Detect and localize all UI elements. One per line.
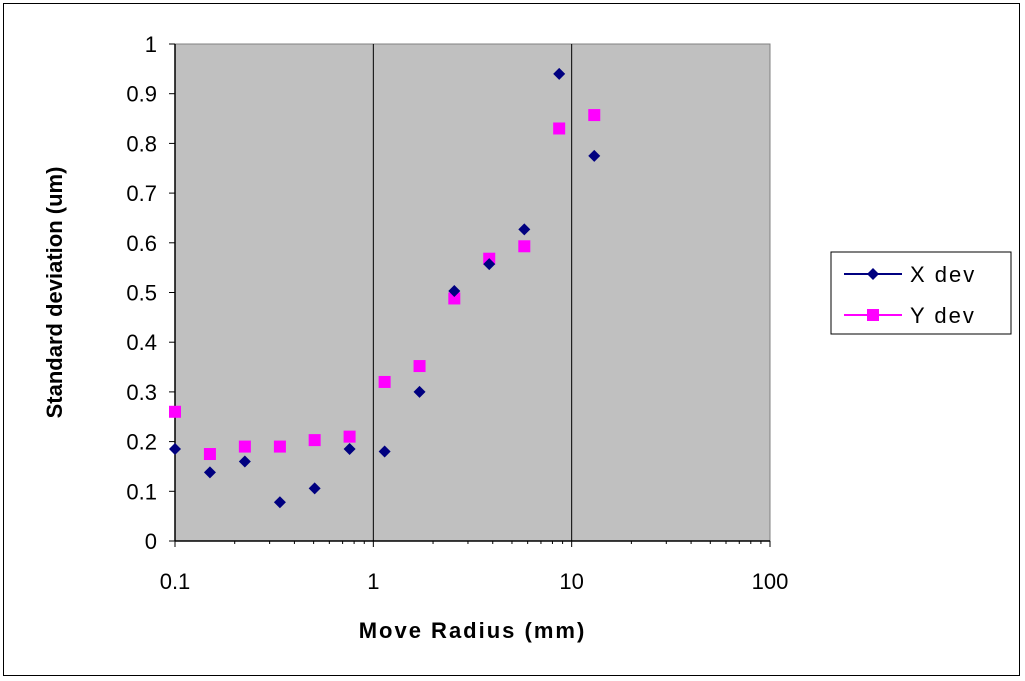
y-dev-point <box>448 292 461 305</box>
y-tick-label: 0.2 <box>126 430 157 455</box>
y-tick-label: 0.1 <box>126 479 157 504</box>
x-dev-point <box>588 149 601 162</box>
y-tick-label: 0.8 <box>126 131 157 156</box>
y-dev-point <box>308 434 321 447</box>
y-tick-label: 0.4 <box>126 330 157 355</box>
y-dev-point <box>203 448 216 461</box>
axes <box>169 43 771 547</box>
y-tick-label: 0 <box>145 529 157 554</box>
legend-x-dev-marker <box>867 268 879 280</box>
x-dev-point <box>448 285 461 298</box>
x-dev-point <box>203 466 216 479</box>
y-tick-labels: 0 0.1 0.2 0.3 0.4 0.5 0.6 0.7 0.8 0.9 1 <box>126 32 157 554</box>
y-tick-label: 1 <box>145 32 157 57</box>
y-dev-point <box>413 360 426 373</box>
y-dev-point <box>378 375 391 388</box>
y-tick-label: 0.9 <box>126 82 157 107</box>
x-tick-labels: 0.1 1 10 100 <box>160 569 789 594</box>
x-dev-point <box>238 455 251 468</box>
gridlines <box>372 44 573 541</box>
x-tick-label: 100 <box>752 569 789 594</box>
x-dev-point <box>169 443 181 456</box>
y-dev-point <box>553 122 566 135</box>
y-dev-point <box>518 240 531 253</box>
y-tick-label: 0.7 <box>126 181 157 206</box>
y-tick-label: 0.3 <box>126 380 157 405</box>
plot-area <box>174 43 771 542</box>
legend-box <box>830 251 1012 335</box>
y-tick-label: 0.6 <box>126 231 157 256</box>
x-dev-point <box>413 385 426 398</box>
x-tick-label: 0.1 <box>160 569 191 594</box>
x-dev-point <box>308 482 321 495</box>
x-dev-point <box>518 223 531 236</box>
legend: X dev Y dev <box>830 251 1012 335</box>
y-dev-point <box>169 405 181 418</box>
y-dev-point <box>273 440 286 453</box>
legend-label: X dev <box>910 262 976 287</box>
x-tick-label: 10 <box>559 569 583 594</box>
legend-y-dev-marker <box>867 309 879 321</box>
y-axis-title: Standard deviation (um) <box>42 167 67 419</box>
x-axis-title: Move Radius (mm) <box>359 618 587 643</box>
data-points <box>169 67 601 509</box>
x-dev-point <box>273 496 286 509</box>
legend-label: Y dev <box>910 303 976 328</box>
y-dev-point <box>238 440 251 453</box>
y-dev-point <box>343 430 356 443</box>
y-tick-label: 0.5 <box>126 281 157 306</box>
y-dev-point <box>588 109 601 122</box>
x-dev-point <box>343 443 356 456</box>
x-tick-label: 1 <box>367 569 379 594</box>
x-dev-point <box>483 258 496 271</box>
x-dev-point <box>378 445 391 458</box>
x-dev-point <box>553 67 566 80</box>
